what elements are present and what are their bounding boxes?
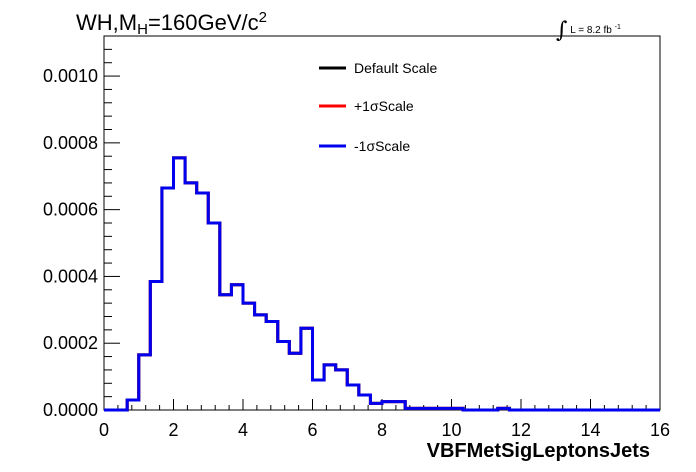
y-tick-label: 0.0002: [43, 333, 98, 353]
legend-label: -1σScale: [354, 138, 410, 154]
x-axis-label: VBFMetSigLeptonsJets: [426, 440, 650, 462]
x-tick-label: 4: [238, 420, 248, 440]
series-line-minus-one-sigma: [104, 156, 660, 412]
series-line-default-scale: [104, 156, 660, 412]
x-tick-label: 2: [168, 420, 178, 440]
x-tick-label: 6: [307, 420, 317, 440]
y-tick-label: 0.0000: [43, 400, 98, 420]
x-axis-ticks: 0 2 4 6 8 10 12 14 16: [99, 399, 670, 440]
title-rest: =160GeV/c: [147, 10, 259, 35]
x-tick-label: 12: [511, 420, 531, 440]
y-axis-ticks: 0.0000 0.0002 0.0004 0.0006 0.0008 0.0010: [43, 35, 120, 420]
y-tick-label: 0.0008: [43, 133, 98, 153]
title-superscript: 2: [258, 9, 267, 26]
x-tick-label: 14: [580, 420, 600, 440]
x-tick-label: 8: [377, 420, 387, 440]
integral-symbol: ∫: [556, 18, 568, 43]
series-layer: [104, 156, 660, 412]
legend-label: Default Scale: [354, 60, 437, 76]
legend: Default Scale +1σScale -1σScale: [319, 60, 437, 154]
plot-frame: [103, 35, 661, 411]
series-line-plus-one-sigma: [104, 156, 660, 412]
plot-title: WH,MH=160GeV/c2: [76, 9, 267, 38]
y-tick-label: 0.0004: [43, 266, 98, 286]
y-tick-label: 0.0010: [43, 66, 98, 86]
x-tick-label: 10: [441, 420, 461, 440]
legend-label: +1σScale: [354, 98, 414, 114]
luminosity-label: ∫ L = 8.2 fb -1: [556, 14, 621, 43]
x-tick-label: 16: [650, 420, 670, 440]
title-main: WH,M: [76, 10, 138, 35]
luminosity-text: L = 8.2 fb: [570, 25, 612, 36]
title-subscript: H: [137, 21, 148, 38]
luminosity-unit-exponent: -1: [614, 24, 621, 31]
y-tick-label: 0.0006: [43, 200, 98, 220]
x-tick-label: 0: [99, 420, 109, 440]
